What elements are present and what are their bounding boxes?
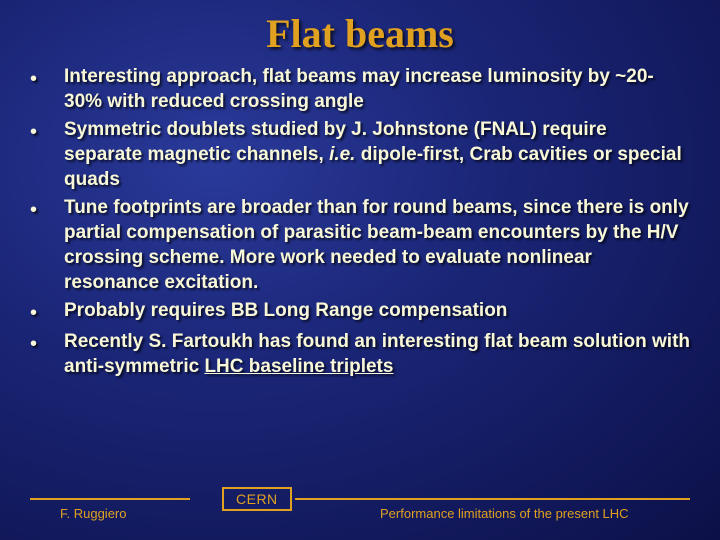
bullet-text: Symmetric doublets studied by J. Johnsto… — [64, 118, 690, 192]
bullet-text: Tune footprints are broader than for rou… — [64, 196, 690, 295]
slide: Flat beams • Interesting approach, flat … — [0, 0, 720, 540]
footer-subtitle: Performance limitations of the present L… — [380, 506, 629, 521]
bullet-icon: • — [30, 299, 64, 326]
bullet-item: • Probably requires BB Long Range compen… — [30, 299, 690, 326]
bullet-icon: • — [30, 196, 64, 223]
footer-rule-left — [30, 498, 190, 500]
footer-author: F. Ruggiero — [60, 506, 126, 521]
bullet-text: Interesting approach, flat beams may inc… — [64, 65, 690, 114]
bullet-item: • Interesting approach, flat beams may i… — [30, 65, 690, 114]
bullet-text: Recently S. Fartoukh has found an intere… — [64, 330, 690, 379]
bullet-icon: • — [30, 330, 64, 357]
bullet-icon: • — [30, 118, 64, 145]
bullet-item: • Symmetric doublets studied by J. Johns… — [30, 118, 690, 192]
bullet-icon: • — [30, 65, 64, 92]
bullet-text: Probably requires BB Long Range compensa… — [64, 299, 690, 324]
footer-org-box: CERN — [222, 487, 292, 511]
slide-body: • Interesting approach, flat beams may i… — [0, 65, 720, 380]
slide-footer: F. Ruggiero CERN Performance limitations… — [0, 498, 720, 528]
footer-rule-right — [295, 498, 690, 500]
bullet-item: • Recently S. Fartoukh has found an inte… — [30, 330, 690, 379]
slide-title: Flat beams — [0, 0, 720, 65]
bullet-item: • Tune footprints are broader than for r… — [30, 196, 690, 295]
